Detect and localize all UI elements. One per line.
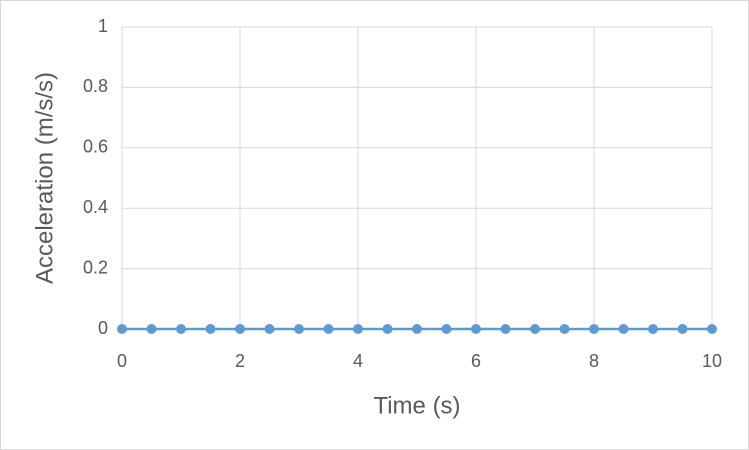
data-point [559,324,570,334]
y-tick-label: 1 [98,16,108,36]
y-tick-label: 0.4 [83,197,108,217]
data-point [264,324,275,334]
data-point [707,324,717,334]
x-tick-label: 4 [353,351,363,371]
x-tick-label: 8 [589,351,599,371]
data-point [412,324,422,334]
y-tick-label: 0.2 [83,257,108,277]
x-tick-label: 2 [235,351,245,371]
data-point [323,324,334,334]
data-point [294,324,304,334]
y-tick-label: 0.8 [83,76,108,96]
data-point [382,324,393,334]
x-tick-label: 10 [702,351,722,371]
data-point [677,324,688,334]
data-point [205,324,216,334]
data-point [589,324,599,334]
y-tick-label: 0 [98,318,108,338]
y-axis-title: Acceleration (m/s/s) [31,72,58,284]
data-point [441,324,452,334]
x-tick-label: 0 [117,351,127,371]
data-point [176,324,186,334]
y-tick-label: 0.6 [83,137,108,157]
data-point [618,324,629,334]
data-point [471,324,481,334]
data-point [500,324,511,334]
data-point [530,324,540,334]
data-point [353,324,363,334]
x-tick-label: 6 [471,351,481,371]
data-point [235,324,245,334]
data-point [146,324,157,334]
x-axis-title: Time (s) [373,392,460,419]
data-point [117,324,127,334]
data-point [648,324,658,334]
